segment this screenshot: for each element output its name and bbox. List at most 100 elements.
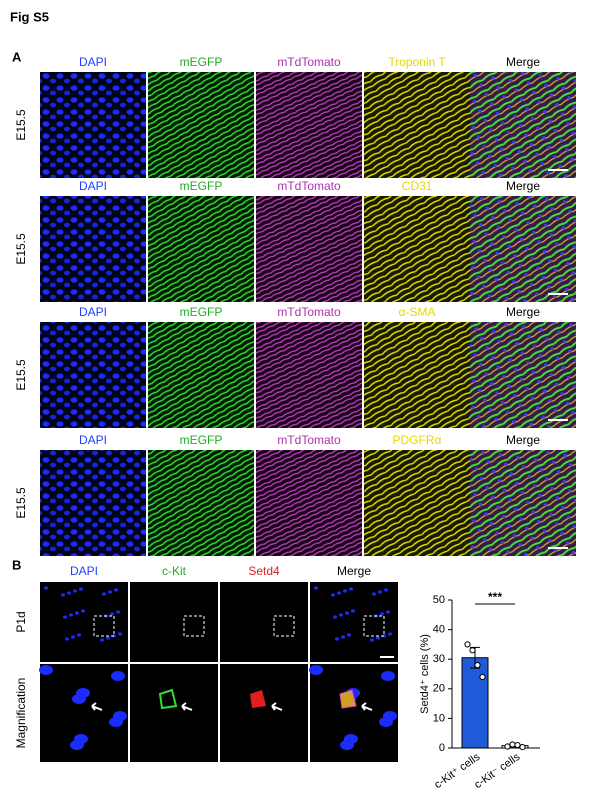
nucleus [111, 671, 125, 681]
nucleus [339, 613, 343, 617]
bar [461, 657, 489, 749]
nucleus [347, 633, 351, 637]
nucleus [39, 665, 53, 675]
nucleus [118, 632, 122, 636]
nucleus [378, 590, 382, 594]
micrograph [130, 582, 218, 662]
nucleus [44, 586, 48, 590]
data-point [514, 741, 521, 749]
channel-label: Merge [506, 305, 540, 319]
nucleus [69, 613, 73, 617]
row-label: E15.5 [14, 233, 28, 265]
nucleus [380, 612, 384, 616]
nucleus [372, 592, 376, 596]
nucleus [114, 588, 118, 592]
data-point [469, 647, 476, 654]
nucleus [73, 589, 77, 593]
significance-label: *** [488, 590, 502, 604]
y-tick-label: 40 [433, 624, 445, 636]
nucleus [71, 635, 75, 639]
micrograph [40, 322, 146, 428]
nucleus [75, 611, 79, 615]
channel-label: mEGFP [180, 433, 223, 447]
micrograph [470, 322, 576, 428]
micrograph [256, 72, 362, 178]
cell [250, 690, 266, 708]
row-label: P1d [14, 611, 28, 632]
nucleus [77, 633, 81, 637]
nucleus [70, 740, 84, 750]
nucleus [108, 590, 112, 594]
nucleus [337, 591, 341, 595]
nucleus [376, 636, 380, 640]
micrograph [40, 664, 128, 762]
channel-label: mEGFP [180, 55, 223, 69]
channel-label: mEGFP [180, 305, 223, 319]
y-tick-label: 0 [439, 742, 445, 754]
row-label: Magnification [14, 678, 28, 749]
nucleus [345, 611, 349, 615]
nucleus [109, 717, 123, 727]
micrograph [148, 322, 254, 428]
channel-label: mTdTomato [277, 179, 341, 193]
data-point [479, 673, 486, 681]
channel-label: mTdTomato [277, 305, 341, 319]
row-label: E15.5 [14, 109, 28, 141]
micrograph [310, 664, 398, 762]
nucleus [309, 665, 323, 675]
nucleus [370, 638, 374, 642]
y-tick-label: 30 [433, 653, 445, 665]
micrograph [40, 582, 128, 662]
micrograph [130, 664, 218, 762]
channel-label: DAPI [70, 564, 98, 578]
zoom-box [183, 615, 205, 637]
nucleus [100, 638, 104, 642]
channel-label: DAPI [79, 433, 107, 447]
nucleus [72, 694, 86, 704]
nucleus [386, 610, 390, 614]
channel-label: CD31 [402, 179, 433, 193]
micrograph [220, 664, 308, 762]
channel-label: mTdTomato [277, 55, 341, 69]
arrow [91, 702, 103, 711]
zoom-box [93, 615, 115, 637]
zoom-box [273, 615, 295, 637]
micrograph [256, 450, 362, 556]
micrograph [40, 196, 146, 302]
micrograph [364, 196, 470, 302]
nucleus [341, 635, 345, 639]
zoom-box [363, 615, 385, 637]
nucleus [333, 615, 337, 619]
channel-label: Merge [506, 433, 540, 447]
y-axis-label: Setd4⁺ cells (%) [419, 634, 431, 714]
micrograph [364, 450, 470, 556]
data-point [474, 662, 481, 669]
channel-label: Setd4 [248, 564, 280, 578]
channel-label: mTdTomato [277, 433, 341, 447]
channel-label: DAPI [79, 305, 107, 319]
channel-label: Troponin T [388, 55, 446, 69]
micrograph [256, 322, 362, 428]
nucleus [65, 637, 69, 641]
nucleus [314, 586, 318, 590]
nucleus [63, 615, 67, 619]
channel-label: DAPI [79, 55, 107, 69]
nucleus [379, 717, 393, 727]
data-point [509, 741, 516, 748]
nucleus [79, 587, 83, 591]
channel-label: Merge [337, 564, 371, 578]
data-point [504, 743, 511, 750]
nucleus [110, 612, 114, 616]
row-label: E15.5 [14, 487, 28, 519]
nucleus [335, 637, 339, 641]
nucleus [351, 609, 355, 613]
y-tick-label: 10 [433, 712, 445, 724]
micrograph [470, 450, 576, 556]
micrograph [470, 72, 576, 178]
cell [339, 689, 357, 709]
micrograph [40, 72, 146, 178]
x-tick-label: c-Kit⁻ cells [472, 751, 523, 791]
channel-label: mEGFP [180, 179, 223, 193]
